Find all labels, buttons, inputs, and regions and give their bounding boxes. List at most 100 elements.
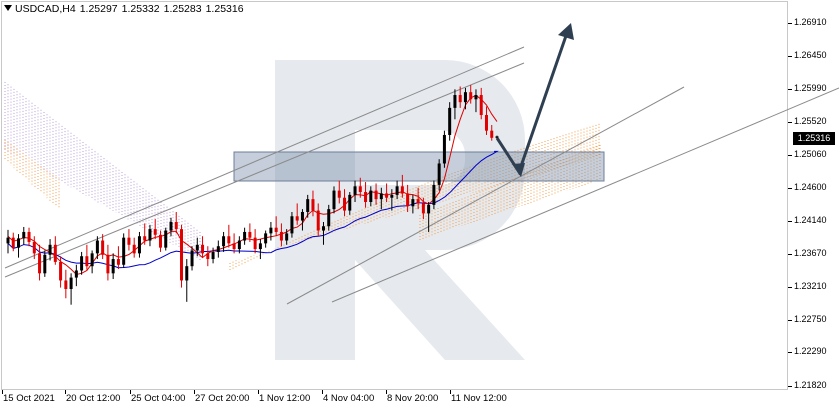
candle-body [169, 221, 173, 231]
channel-lower-line-1 [286, 86, 685, 305]
candle-body [80, 256, 84, 271]
x-tick [450, 390, 451, 394]
candle-body [385, 193, 389, 198]
x-tick-label: 1 Nov 12:00 [259, 393, 311, 404]
x-tick-label: 15 Oct 2021 [3, 393, 55, 404]
candle-body [6, 237, 10, 244]
candle-body [64, 280, 68, 290]
dropdown-triangle-icon[interactable] [4, 5, 12, 11]
candle-body [74, 270, 78, 278]
candle-body [427, 204, 431, 214]
y-tick-label: 1.26450 [794, 49, 827, 60]
candle-body [390, 194, 394, 198]
candle-body [495, 136, 499, 138]
candle-body [85, 256, 89, 267]
y-tick [788, 88, 792, 90]
candle-body [232, 243, 236, 250]
channel-upper-line-1 [4, 46, 525, 269]
candle-body [248, 231, 252, 238]
x-tick [258, 390, 259, 394]
candle-body [279, 231, 283, 241]
candle-body [237, 240, 241, 250]
ichimoku-cloud [4, 82, 601, 270]
x-tick-label: 8 Nov 20:00 [387, 393, 439, 404]
candle-body [474, 95, 478, 100]
x-tick-label: 4 Nov 04:00 [323, 393, 375, 404]
candle-body [32, 241, 36, 254]
candle-body [201, 244, 205, 254]
candle-body [274, 227, 278, 232]
candle-body [311, 199, 315, 211]
candle-body [53, 244, 57, 262]
x-tick [386, 390, 387, 394]
candle-body [463, 92, 467, 103]
candle-body [300, 211, 304, 221]
candle-body [206, 253, 210, 260]
candle-body [185, 266, 189, 281]
candle-body [343, 197, 347, 211]
x-tick-label: 25 Oct 04:00 [131, 393, 186, 404]
y-tick [788, 254, 792, 256]
plot-area[interactable] [1, 1, 788, 390]
x-tick-label: 11 Nov 12:00 [451, 393, 507, 404]
candle-body [306, 199, 310, 212]
y-tick-label: 1.25990 [794, 82, 827, 93]
candle-body [122, 237, 126, 265]
symbol-label: USDCAD,H4 [15, 3, 76, 15]
candle-body [337, 190, 341, 198]
y-tick [788, 286, 792, 288]
candle-body [264, 233, 268, 244]
tenkan-polyline [7, 94, 498, 276]
candle-body [101, 240, 105, 255]
candle-body [395, 186, 399, 195]
y-tick [788, 55, 792, 57]
candle-body [48, 244, 52, 255]
candle-body [353, 186, 357, 195]
x-tick [130, 390, 131, 394]
candle-body [38, 253, 42, 274]
candle-body [358, 186, 362, 193]
candle-body [416, 199, 420, 204]
y-tick [788, 220, 792, 222]
candle-body [442, 134, 446, 164]
candle-body [106, 254, 110, 274]
candle-body [327, 209, 331, 227]
candle-body [174, 221, 178, 230]
y-tick-label: 1.22750 [794, 313, 827, 324]
candle-body [132, 244, 136, 254]
candle-body [269, 227, 273, 234]
candle-body [369, 190, 373, 203]
candle-body [400, 186, 404, 194]
y-tick [788, 319, 792, 321]
candle-body [421, 203, 425, 214]
y-tick-label: 1.22290 [794, 346, 827, 357]
time-axis[interactable]: 15 Oct 2021 20 Oct 12:00 25 Oct 04:00 27 Oc… [0, 390, 788, 411]
candle-body [180, 229, 184, 281]
candle-body [158, 234, 162, 248]
y-tick-label: 1.25060 [794, 148, 827, 159]
price-axis[interactable]: 1.26910 1.26450 1.25990 1.25520 1.25060 1.246… [788, 0, 839, 391]
candle-body [432, 184, 436, 205]
candle-body [190, 250, 194, 267]
forecast-arrow [495, 23, 574, 177]
candle-body [316, 210, 320, 231]
candle-body [95, 240, 99, 254]
candle-body [479, 95, 483, 115]
y-tick [788, 122, 792, 124]
y-tick-label: 1.24140 [794, 214, 827, 225]
candle-body [332, 190, 336, 210]
arrow-head-down [512, 163, 525, 177]
arrow-head-up [558, 23, 574, 40]
y-tick [788, 154, 792, 156]
candle-body [69, 277, 73, 290]
high-value: 1.25332 [121, 3, 160, 15]
y-tick-label: 1.26910 [794, 17, 827, 27]
candle-body [295, 216, 299, 221]
y-tick-label: 1.23210 [794, 280, 827, 291]
candle-body [469, 92, 473, 100]
candle-body [164, 230, 168, 248]
y-tick [788, 352, 792, 354]
candle-body [111, 259, 115, 274]
